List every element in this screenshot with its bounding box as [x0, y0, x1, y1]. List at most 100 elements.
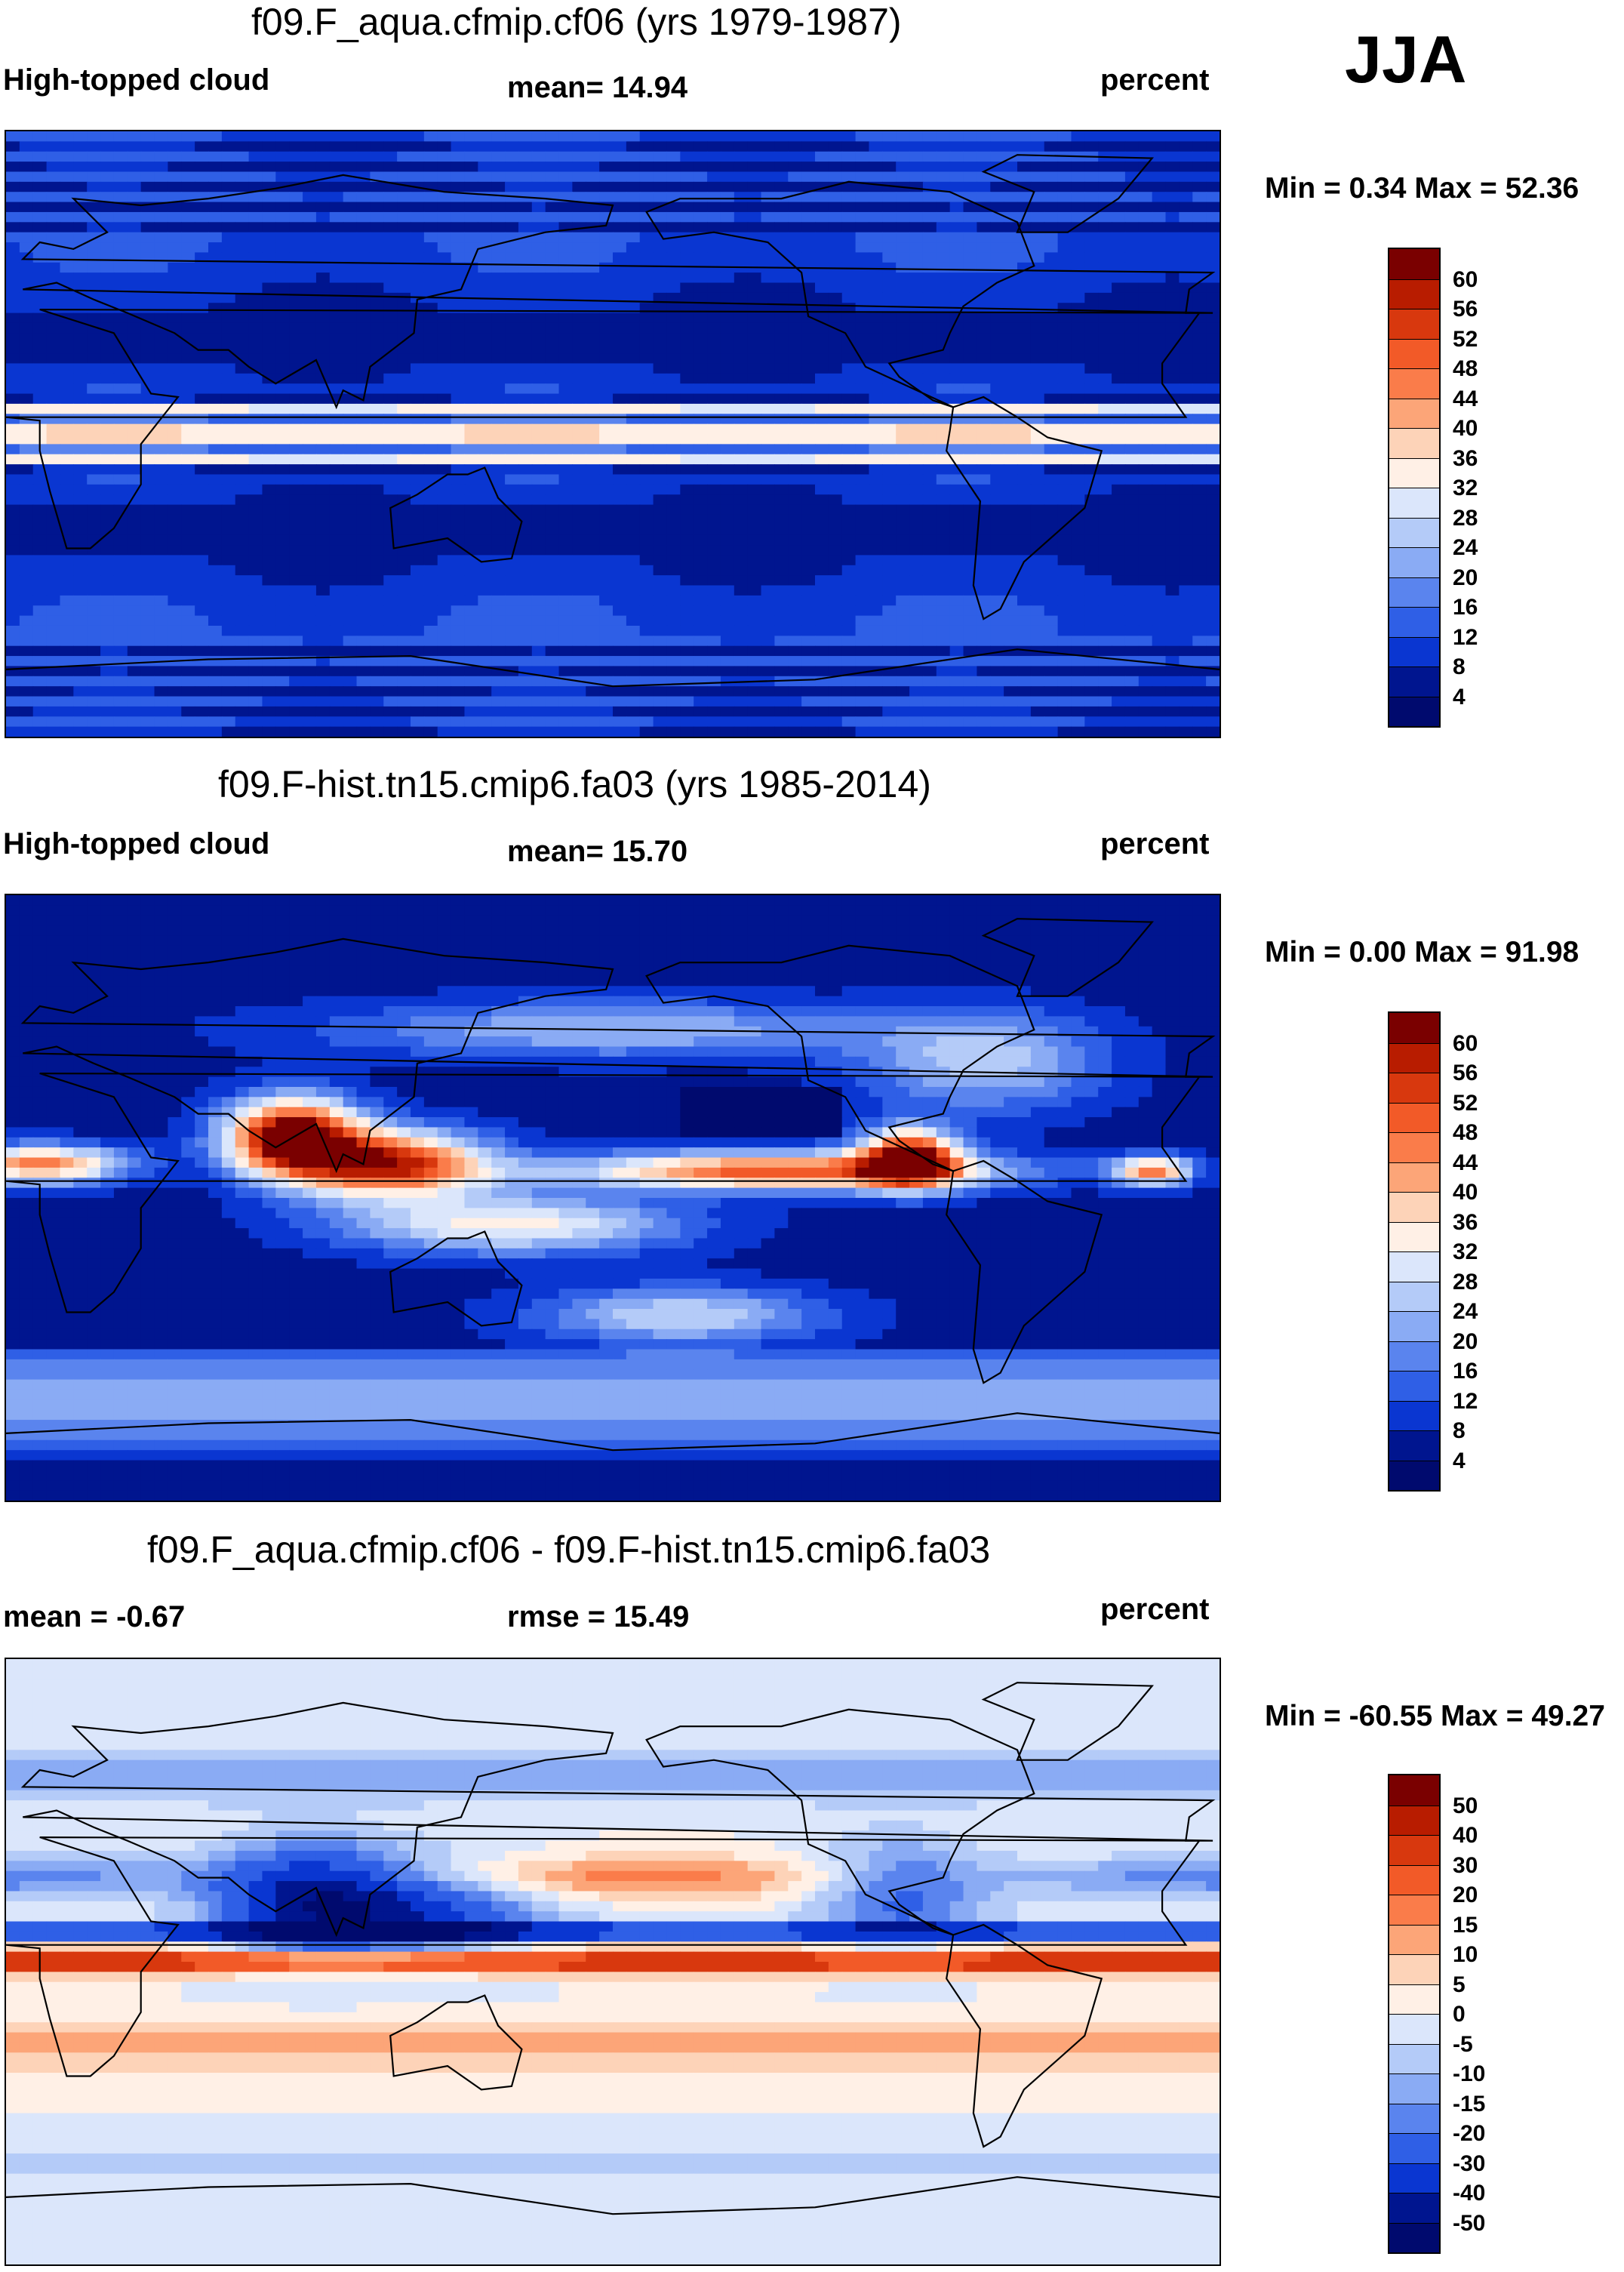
field-cell — [60, 504, 74, 516]
field-cell — [221, 625, 236, 636]
field-cell — [505, 423, 519, 435]
field-cell — [60, 403, 74, 414]
field-cell — [235, 232, 250, 243]
field-cell — [1124, 131, 1140, 142]
field-cell — [531, 353, 546, 365]
field-cell — [1179, 222, 1193, 233]
field-cell — [248, 343, 263, 354]
field-cell — [788, 534, 802, 546]
field-cell — [356, 534, 371, 546]
field-cell — [774, 656, 789, 667]
field-cell — [154, 605, 168, 617]
field-cell — [841, 131, 857, 142]
field-cell — [707, 242, 721, 253]
field-cell — [168, 615, 182, 626]
field-cell — [1138, 676, 1153, 687]
field-cell — [909, 423, 924, 435]
field-cell — [1084, 484, 1099, 495]
field-cell — [221, 211, 236, 223]
field-cell — [1165, 454, 1180, 465]
field-cell — [46, 232, 61, 243]
field-cell — [949, 162, 964, 173]
field-cell — [19, 403, 34, 414]
field-cell — [599, 312, 614, 324]
field-cell — [1152, 534, 1167, 546]
field-cell — [343, 565, 358, 576]
field-cell — [869, 545, 883, 556]
field-cell — [478, 454, 492, 465]
field-cell — [626, 383, 641, 395]
field-cell — [411, 171, 425, 183]
field-cell — [666, 494, 681, 506]
field-cell — [100, 292, 115, 303]
field-cell — [1044, 333, 1059, 344]
field-cell — [828, 171, 843, 183]
field-cell — [221, 464, 236, 476]
field-cell — [666, 242, 681, 253]
field-cell — [315, 454, 331, 465]
field-cell — [572, 162, 586, 173]
field-cell — [451, 434, 466, 445]
field-cell — [248, 423, 263, 435]
field-cell — [491, 211, 506, 223]
field-cell — [922, 464, 937, 476]
field-cell — [1124, 534, 1140, 546]
field-cell — [168, 373, 182, 384]
field-cell — [1071, 555, 1085, 566]
field-cell — [19, 232, 34, 243]
field-cell — [87, 494, 101, 506]
field-cell — [383, 666, 398, 677]
field-cell — [936, 434, 951, 445]
field-cell — [383, 444, 398, 455]
field-cell — [694, 545, 708, 556]
field-cell — [221, 202, 236, 213]
field-cell — [869, 595, 883, 606]
field-cell — [248, 222, 263, 233]
field-cell — [518, 131, 533, 142]
field-cell — [60, 141, 74, 152]
field-cell — [828, 434, 843, 445]
field-cell — [397, 131, 411, 142]
field-cell — [761, 232, 775, 243]
field-cell — [262, 585, 276, 596]
field-cell — [653, 141, 668, 152]
field-cell — [841, 322, 857, 334]
field-cell — [586, 676, 600, 687]
field-cell — [896, 272, 910, 284]
field-cell — [1071, 162, 1085, 173]
field-cell — [882, 181, 897, 192]
field-cell — [558, 565, 573, 576]
field-cell — [1179, 353, 1193, 365]
field-cell — [963, 414, 977, 425]
field-cell — [275, 141, 290, 152]
field-cell — [747, 131, 762, 142]
field-cell — [262, 514, 276, 525]
field-cell — [586, 363, 600, 374]
field-cell — [329, 322, 344, 334]
field-cell — [451, 181, 466, 192]
field-cell — [19, 242, 34, 253]
field-cell — [734, 423, 749, 435]
field-cell — [315, 525, 331, 536]
field-cell — [1057, 605, 1072, 617]
field-cell — [1084, 615, 1099, 626]
field-cell — [181, 464, 195, 476]
field-cell — [828, 585, 843, 596]
field-cell — [1165, 202, 1180, 213]
field-cell — [882, 363, 897, 374]
field-cell — [1057, 656, 1072, 667]
field-cell — [882, 151, 897, 162]
field-cell — [963, 525, 977, 536]
field-cell — [275, 494, 290, 506]
field-cell — [545, 151, 560, 162]
field-cell — [1098, 484, 1112, 495]
field-cell — [990, 525, 1004, 536]
field-cell — [19, 686, 34, 697]
field-cell — [60, 514, 74, 525]
field-cell — [464, 202, 478, 213]
field-cell — [1017, 605, 1032, 617]
field-cell — [1165, 363, 1180, 374]
field-cell — [909, 585, 924, 596]
field-cell — [720, 292, 735, 303]
field-cell — [1112, 666, 1126, 677]
